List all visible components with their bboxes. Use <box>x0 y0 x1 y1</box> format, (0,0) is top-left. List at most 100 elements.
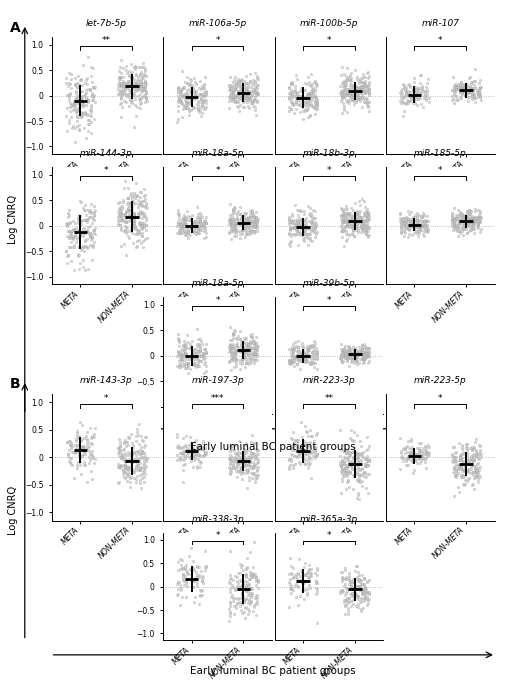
Point <box>456 215 464 226</box>
Point <box>82 240 90 251</box>
Point <box>129 466 137 477</box>
Point <box>188 582 196 593</box>
Point <box>312 92 320 103</box>
Point <box>186 452 194 463</box>
Point <box>474 88 482 99</box>
Point <box>189 357 197 368</box>
Point <box>359 446 367 457</box>
Point <box>469 219 477 229</box>
Point <box>82 431 90 442</box>
Point <box>131 60 139 71</box>
Point <box>307 86 315 97</box>
Point <box>340 349 348 360</box>
Point <box>292 569 300 580</box>
Point <box>245 217 253 228</box>
Point <box>85 105 93 116</box>
Point <box>310 75 318 86</box>
Point <box>71 440 79 451</box>
Title: miR-107: miR-107 <box>420 19 459 28</box>
Point <box>183 78 191 89</box>
Point <box>419 86 427 97</box>
Point <box>70 242 78 253</box>
Point <box>196 224 204 235</box>
Point <box>300 575 309 586</box>
Point <box>414 220 422 231</box>
Point <box>450 78 459 89</box>
Point <box>350 460 358 471</box>
Point <box>358 215 366 226</box>
Point <box>293 94 301 105</box>
Point <box>181 348 189 359</box>
Point <box>457 213 465 224</box>
Point <box>340 468 348 479</box>
Point <box>176 349 184 360</box>
Point <box>337 92 345 103</box>
Point <box>472 212 480 223</box>
Point <box>364 350 372 361</box>
Point <box>359 349 367 360</box>
Point <box>414 210 422 221</box>
Point <box>456 226 464 237</box>
Point <box>305 203 313 214</box>
Point <box>129 221 137 232</box>
Point <box>450 460 458 471</box>
Point <box>349 83 357 94</box>
Point <box>359 588 367 599</box>
Point <box>413 94 421 105</box>
Point <box>175 210 183 221</box>
Point <box>474 83 482 94</box>
Point <box>337 210 345 221</box>
Point <box>82 84 90 95</box>
Point <box>201 347 210 358</box>
Point <box>241 347 249 358</box>
Point <box>226 213 234 224</box>
Point <box>289 90 297 101</box>
Point <box>348 225 357 236</box>
Point <box>355 87 363 98</box>
Point <box>245 338 253 349</box>
Point <box>116 447 124 458</box>
Point <box>358 224 366 235</box>
Point <box>248 334 257 345</box>
Point <box>132 178 140 189</box>
Point <box>80 205 88 216</box>
Point <box>62 72 70 83</box>
Point <box>238 454 246 465</box>
Point <box>307 358 315 369</box>
Point <box>243 227 251 238</box>
Point <box>80 204 88 215</box>
Point <box>405 92 413 103</box>
Point <box>250 354 258 365</box>
Point <box>300 214 308 225</box>
Point <box>227 222 235 233</box>
Point <box>420 216 428 227</box>
Point <box>251 95 260 106</box>
Point <box>469 89 477 100</box>
Point <box>140 69 148 80</box>
Point <box>116 80 124 91</box>
Point <box>232 332 240 343</box>
Point <box>348 210 357 221</box>
Point <box>456 455 464 466</box>
Point <box>285 223 293 234</box>
Point <box>227 218 235 229</box>
Point <box>229 575 237 586</box>
Point <box>140 81 148 92</box>
Point <box>236 558 244 569</box>
Point <box>232 212 240 223</box>
Point <box>76 74 84 85</box>
Point <box>342 208 350 219</box>
Point <box>249 460 258 471</box>
Point <box>351 345 359 356</box>
Point <box>286 354 294 365</box>
Point <box>198 221 207 232</box>
Point <box>286 103 294 114</box>
Point <box>347 221 356 232</box>
Point <box>469 469 477 480</box>
Point <box>228 596 236 607</box>
Point <box>237 215 245 226</box>
Point <box>177 221 185 232</box>
Point <box>338 210 346 221</box>
Point <box>250 349 258 360</box>
Point <box>286 456 294 466</box>
